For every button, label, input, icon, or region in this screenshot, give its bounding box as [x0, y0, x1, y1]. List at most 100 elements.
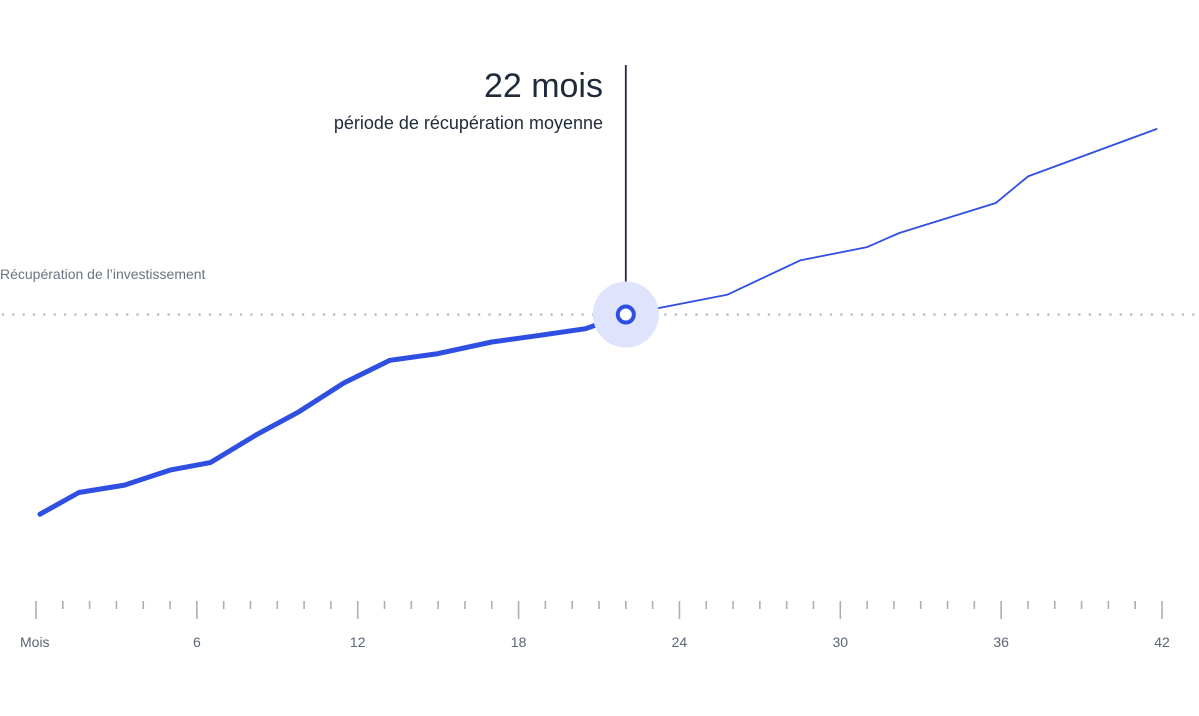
reference-dot: [63, 313, 67, 316]
reference-dot: [94, 313, 98, 316]
reference-dot: [539, 313, 543, 316]
reference-dot: [1088, 313, 1092, 316]
reference-dot: [477, 313, 481, 316]
reference-dot: [664, 313, 667, 316]
reference-dot: [43, 313, 46, 316]
reference-dot: [22, 313, 26, 316]
reference-dot: [715, 313, 719, 316]
reference-dot: [798, 313, 802, 316]
reference-dot: [177, 313, 181, 316]
reference-dot: [695, 313, 698, 316]
reference-dot: [260, 313, 264, 316]
reference-dot: [1, 313, 5, 316]
reference-dot: [840, 313, 843, 316]
payback-marker: [615, 304, 636, 325]
reference-dot: [364, 313, 367, 316]
reference-dot: [1140, 313, 1143, 316]
reference-dot: [902, 313, 905, 316]
reference-dot: [250, 313, 253, 316]
reference-dot: [974, 313, 978, 316]
reference-dot: [881, 313, 885, 316]
payback-value: 22 mois: [484, 67, 603, 105]
reference-dot: [395, 313, 398, 316]
reference-dot: [1192, 313, 1195, 316]
reference-dot: [767, 313, 771, 316]
reference-dot: [457, 313, 460, 316]
reference-dot: [229, 313, 232, 316]
reference-dot: [1160, 313, 1164, 316]
reference-dot: [778, 313, 781, 316]
reference-dot: [560, 313, 564, 316]
reference-dot: [529, 313, 533, 316]
reference-dot: [208, 313, 212, 316]
reference-dot: [188, 313, 191, 316]
reference-dot: [809, 313, 812, 316]
reference-dot: [301, 313, 305, 316]
reference-dot: [405, 313, 409, 316]
reference-dot: [1078, 313, 1081, 316]
reference-dot: [581, 313, 584, 316]
reference-dot: [519, 313, 522, 316]
reference-dot: [1067, 313, 1071, 316]
reference-dot: [146, 313, 150, 316]
reference-dot: [746, 313, 750, 316]
x-tick-label: 30: [832, 634, 848, 650]
reference-dot: [995, 313, 998, 316]
x-tick-label: 24: [672, 634, 688, 650]
reference-dot: [1109, 313, 1112, 316]
reference-dot: [426, 313, 429, 316]
reference-dot: [1129, 313, 1133, 316]
x-axis: 6 12 18 24 30 36 42: [35, 601, 1170, 650]
reference-dot: [819, 313, 822, 316]
reference-dot: [788, 313, 791, 316]
reference-dot: [684, 313, 688, 316]
series-line-after: [624, 128, 1158, 316]
reference-dot: [322, 313, 326, 316]
reference-dot: [953, 313, 957, 316]
reference-dot: [1005, 313, 1009, 316]
reference-dot: [922, 313, 926, 316]
reference-dot: [312, 313, 315, 316]
reference-dot: [32, 313, 36, 316]
x-axis-title: Mois: [20, 634, 50, 650]
reference-dot: [985, 313, 988, 316]
reference-dot: [736, 313, 740, 316]
reference-dot: [291, 313, 295, 316]
reference-dot: [1026, 313, 1029, 316]
reference-dot: [436, 313, 440, 316]
reference-dot: [571, 313, 574, 316]
reference-dot: [281, 313, 284, 316]
x-tick-label: 6: [193, 634, 201, 650]
reference-dot: [829, 313, 833, 316]
x-tick-label: 36: [993, 634, 1009, 650]
reference-dot: [125, 313, 129, 316]
reference-dot: [74, 313, 77, 316]
reference-dot: [891, 313, 895, 316]
reference-dot: [933, 313, 936, 316]
reference-dot: [343, 313, 346, 316]
reference-dot: [705, 313, 709, 316]
reference-line-group: [1, 313, 1195, 316]
reference-dot: [508, 313, 512, 316]
reference-dot: [115, 313, 119, 316]
reference-dot: [871, 313, 874, 316]
reference-dot: [943, 313, 947, 316]
reference-dot: [198, 313, 201, 316]
reference-dot: [353, 313, 357, 316]
reference-dot: [53, 313, 57, 316]
x-tick-label: 18: [511, 634, 527, 650]
reference-line-label: Récupération de l’investissement: [0, 266, 206, 282]
reference-dot: [1036, 313, 1040, 316]
reference-dot: [488, 313, 491, 316]
payback-highlight: [592, 65, 659, 348]
reference-dot: [446, 313, 450, 316]
reference-dot: [1119, 313, 1123, 316]
reference-dot: [105, 313, 108, 316]
reference-dot: [1047, 313, 1050, 316]
reference-dot: [136, 313, 139, 316]
reference-dot: [912, 313, 916, 316]
series-lines: [37, 128, 1158, 517]
reference-dot: [270, 313, 274, 316]
reference-dot: [1181, 313, 1185, 316]
